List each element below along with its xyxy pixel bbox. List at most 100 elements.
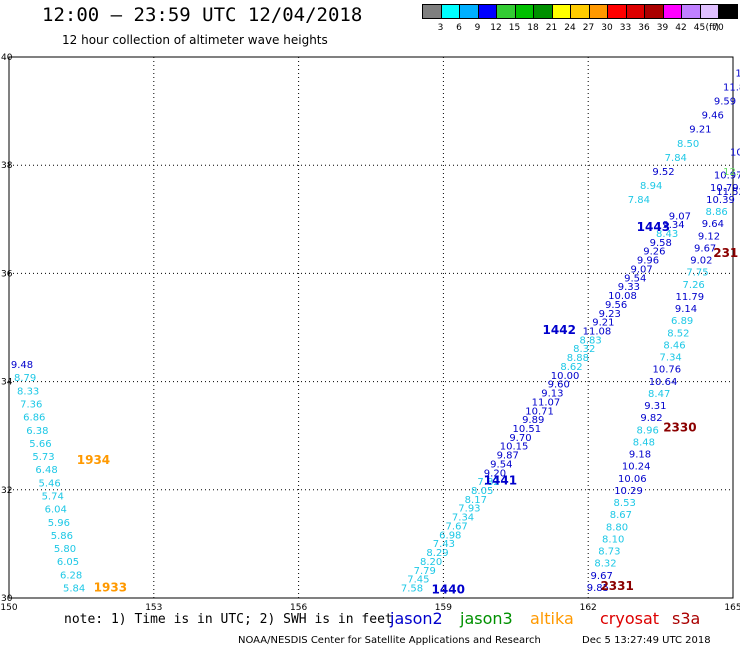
- wave-height-value: 8.50: [677, 139, 699, 150]
- scale-swatch: [644, 4, 664, 19]
- wave-height-value: 10.64: [649, 377, 678, 388]
- wave-height-value: 7.75: [686, 268, 708, 279]
- wave-height-value: 9.58: [650, 238, 672, 249]
- pass-time-label: 1933: [94, 581, 127, 595]
- wave-height-value: 9.34: [662, 220, 684, 231]
- wave-height-value: 7.67: [446, 521, 468, 532]
- wave-height-value: 8.52: [667, 328, 689, 339]
- wave-height-value: 7.82: [477, 477, 499, 488]
- wave-height-value: 9.21: [592, 318, 614, 329]
- wave-height-value: 11.08: [583, 327, 612, 338]
- wave-height-value: 9.02: [690, 256, 712, 267]
- wave-height-value: 8.67: [610, 510, 632, 521]
- scale-swatch: [422, 4, 442, 19]
- wave-height-value: 9.67: [591, 571, 613, 582]
- satellite-legend-jason2: jason2: [390, 609, 443, 628]
- wave-height-value: 9.70: [509, 433, 531, 444]
- wave-height-value: 10.24: [622, 462, 651, 473]
- scale-unit: (ft): [705, 23, 720, 33]
- wave-height-value: 8.17: [465, 495, 487, 506]
- lat-tick-label: 38: [1, 161, 13, 171]
- wave-height-value: 6.04: [45, 505, 67, 516]
- wave-height-value: 11.52: [716, 187, 740, 198]
- wave-height-value: 8.47: [648, 389, 670, 400]
- scale-swatch: [681, 4, 701, 19]
- wave-height-value: 10.79: [710, 183, 739, 194]
- wave-height-value: 9.21: [689, 125, 711, 136]
- wave-height-value: 12.12: [723, 167, 740, 178]
- wave-height-value: 11.82: [723, 83, 740, 94]
- wave-height-value: 8.48: [633, 437, 655, 448]
- wave-height-value: 9.26: [643, 247, 665, 258]
- lat-tick-label: 32: [1, 486, 12, 496]
- satellite-legend-s3a: s3a: [672, 609, 701, 628]
- wave-height-value: 10.06: [618, 474, 647, 485]
- wave-height-value: 5.96: [48, 518, 70, 529]
- scale-label: 12: [490, 23, 502, 33]
- wave-height-value: 8.96: [637, 425, 659, 436]
- wave-height-value: 9.13: [541, 389, 563, 400]
- lat-tick-label: 40: [1, 53, 13, 63]
- scale-swatch: [514, 4, 534, 19]
- scale-swatch: [533, 4, 553, 19]
- wave-height-value: 11.79: [676, 292, 705, 303]
- wave-height-value: 9.18: [629, 450, 651, 461]
- wave-height-value: 9.23: [599, 309, 621, 320]
- wave-height-value: 10.29: [614, 486, 643, 497]
- wave-height-value: 6.48: [35, 465, 57, 476]
- scale-swatch: [477, 4, 497, 19]
- wave-height-value: 8.46: [663, 340, 685, 351]
- lat-tick-label: 34: [1, 378, 13, 388]
- scale-label: 33: [619, 23, 632, 33]
- pass-time-label: 1442: [543, 323, 576, 337]
- wave-height-value: 7.84: [665, 153, 687, 164]
- wave-height-value: 5.86: [51, 531, 73, 542]
- wave-height-value: 8.20: [420, 557, 442, 568]
- wave-height-value: 8.86: [706, 207, 728, 218]
- legend-note: note: 1) Time is in UTC; 2) SWH is in fe…: [64, 612, 393, 627]
- wave-height-value: 5.80: [54, 544, 76, 555]
- scale-swatch: [496, 4, 516, 19]
- scale-label: 70: [712, 23, 724, 33]
- wave-height-value: 8.88: [567, 353, 589, 364]
- scale-swatch: [570, 4, 590, 19]
- wave-height-value: 7.79: [414, 566, 436, 577]
- pass-time-label: 2330: [663, 420, 696, 434]
- scale-swatch: [718, 4, 738, 19]
- satellite-legend-jason3: jason3: [460, 609, 513, 628]
- scale-label: 24: [564, 23, 576, 33]
- wave-height-value: 7.34: [660, 353, 682, 364]
- wave-height-value: 9.46: [702, 111, 724, 122]
- altimeter-track-map: 150 153 156 159 162 165 30 32 34 36 38 40 9.48 8.79 8.…: [0, 53, 740, 610]
- scale-swatch: [588, 4, 608, 19]
- wave-height-value: 10.71: [525, 406, 554, 417]
- scale-label: 45: [693, 23, 706, 33]
- wave-height-value: 8.32: [594, 559, 616, 570]
- wave-height-value: 10.51: [513, 424, 542, 435]
- scale-swatch: [625, 4, 645, 19]
- wave-height-value: 9.59: [714, 97, 736, 108]
- wave-height-value: 6.89: [671, 316, 693, 327]
- lon-tick-label: 159: [435, 603, 452, 610]
- wave-height-value: 9.60: [548, 380, 570, 391]
- footer-timestamp: Dec 5 13:27:49 UTC 2018: [582, 635, 711, 646]
- wave-height-value: 8.29: [426, 548, 448, 559]
- wave-height-value: 7.84: [628, 195, 650, 206]
- pass-time-label: 1440: [432, 583, 465, 597]
- scale-swatch: [699, 4, 719, 19]
- lon-tick-label: 162: [580, 603, 597, 610]
- scale-label: 6: [456, 23, 462, 33]
- wave-height-value: 6.38: [26, 426, 48, 437]
- pass-time-label: 1441: [484, 473, 517, 487]
- map-title: 12:00 – 23:59 UTC 12/04/2018: [42, 4, 363, 26]
- scale-swatch: [607, 4, 627, 19]
- lon-tick-label: 165: [724, 603, 740, 610]
- scale-label: 15: [508, 23, 521, 33]
- wave-height-value: 6.98: [439, 530, 461, 541]
- wave-height-value: 5.73: [32, 452, 54, 463]
- wave-height-value: 8.43: [656, 229, 678, 240]
- wave-height-value: 6.86: [23, 413, 45, 424]
- wave-height-value: 10.08: [608, 291, 637, 302]
- wave-height-value: 8.83: [579, 335, 601, 346]
- lon-tick-label: 156: [290, 603, 307, 610]
